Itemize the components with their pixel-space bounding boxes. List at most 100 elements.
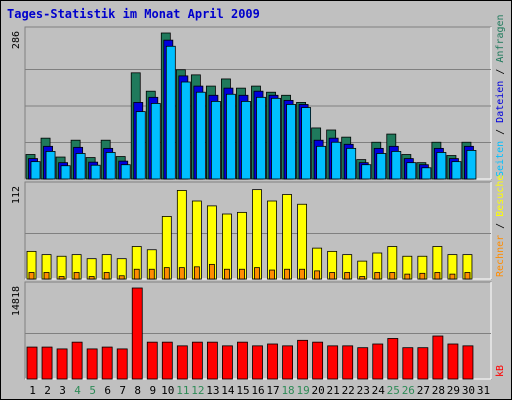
bar-seiten-day-7 (120, 164, 131, 180)
x-tick-label-12: 12 (191, 384, 204, 397)
bar-besuche-day-19 (297, 203, 308, 280)
bar-rechner-day-6 (103, 272, 110, 280)
bar-rechner-day-13 (208, 263, 215, 280)
bar-seiten-day-4 (75, 153, 86, 180)
bar-seiten-day-12 (195, 91, 206, 180)
bar-rechner-day-25 (389, 272, 396, 280)
x-tick-label-4: 4 (74, 384, 81, 397)
bar-kb-day-24 (372, 343, 384, 380)
bar-kb-day-2 (41, 346, 53, 380)
bar-seiten-day-28 (436, 152, 447, 180)
bar-kb-day-20 (312, 341, 324, 380)
bar-rechner-day-23 (359, 276, 366, 280)
bar-seiten-day-9 (150, 103, 161, 180)
bar-kb-day-5 (86, 348, 98, 380)
bar-rechner-day-30 (464, 272, 471, 280)
bar-seiten-day-10 (165, 45, 176, 180)
bar-besuche-day-3 (56, 255, 67, 280)
bar-seiten-day-16 (256, 96, 266, 180)
bar-seiten-day-27 (421, 167, 432, 180)
bar-rechner-day-4 (73, 272, 80, 280)
bar-kb-day-21 (327, 345, 339, 380)
bar-kb-day-27 (417, 347, 429, 380)
bar-kb-day-22 (342, 345, 354, 380)
bar-besuche-day-5 (86, 258, 97, 280)
bar-seiten-day-20 (316, 145, 327, 180)
right-label-part: kB (495, 365, 506, 377)
bar-seiten-day-22 (346, 147, 357, 180)
bar-besuche-day-18 (282, 194, 292, 280)
bar-kb-day-11 (176, 345, 188, 380)
bar-kb-day-29 (447, 343, 459, 380)
bar-kb-day-10 (161, 341, 173, 380)
bar-rechner-day-1 (28, 272, 35, 280)
bar-seiten-day-14 (226, 93, 236, 180)
bar-kb-day-19 (297, 339, 309, 380)
bar-rechner-day-11 (178, 267, 185, 280)
bar-rechner-day-16 (254, 267, 260, 280)
x-tick-label-17: 17 (266, 384, 279, 397)
bar-seiten-day-11 (180, 81, 191, 180)
bar-seiten-day-23 (361, 164, 372, 180)
bar-rechner-day-20 (314, 270, 321, 280)
bar-seiten-day-17 (271, 97, 281, 180)
bar-seiten-day-25 (391, 151, 402, 180)
x-tick-label-11: 11 (176, 384, 189, 397)
right-label-top: Seiten / Dateien / Anfragen (495, 14, 506, 177)
bar-rechner-day-10 (163, 267, 170, 280)
bar-rechner-day-17 (269, 269, 275, 280)
right-label-bottom: kB (495, 365, 506, 377)
right-label-part: / (495, 123, 506, 141)
bar-besuche-day-17 (267, 200, 277, 280)
right-label-part: / (495, 63, 506, 81)
bar-rechner-day-2 (43, 272, 50, 280)
bar-kb-day-15 (237, 341, 248, 380)
bar-kb-day-26 (402, 347, 414, 380)
right-label-part: Seiten (495, 141, 506, 177)
bar-kb-day-18 (282, 345, 293, 380)
right-label-part: Anfragen (495, 14, 506, 62)
bar-seiten-day-3 (60, 165, 71, 180)
x-tick-label-7: 7 (119, 384, 126, 397)
bar-kb-day-23 (357, 347, 369, 380)
bar-rechner-day-7 (118, 275, 125, 280)
x-tick-label-6: 6 (104, 384, 111, 397)
ymax-label-bottom: 14818 (11, 286, 22, 316)
x-tick-label-28: 28 (432, 384, 445, 397)
x-tick-label-23: 23 (357, 384, 370, 397)
x-tick-label-30: 30 (462, 384, 475, 397)
x-tick-label-18: 18 (281, 384, 294, 397)
bar-seiten-day-8 (135, 111, 146, 180)
bar-rechner-day-29 (449, 273, 456, 280)
chart-title: Tages-Statistik im Monat April 2009 (7, 7, 260, 21)
x-tick-label-31: 31 (477, 384, 490, 397)
bar-rechner-day-5 (88, 276, 95, 280)
bar-seiten-day-26 (406, 162, 417, 180)
bar-kb-day-9 (146, 341, 158, 380)
bar-kb-day-12 (191, 341, 203, 380)
bar-seiten-day-18 (286, 104, 296, 180)
bar-rechner-day-28 (434, 272, 441, 280)
bar-rechner-day-9 (148, 268, 155, 280)
x-tick-label-3: 3 (59, 384, 66, 397)
right-label-part: Besuche (495, 175, 506, 217)
x-tick-label-24: 24 (372, 384, 386, 397)
x-tick-label-10: 10 (161, 384, 174, 397)
x-tick-label-14: 14 (221, 384, 235, 397)
x-tick-label-26: 26 (402, 384, 415, 397)
bar-rechner-day-22 (344, 272, 351, 280)
bar-besuche-day-16 (252, 189, 262, 280)
bar-rechner-day-14 (224, 268, 230, 280)
x-tick-label-19: 19 (296, 384, 309, 397)
bar-kb-day-13 (206, 341, 218, 380)
x-tick-label-5: 5 (89, 384, 96, 397)
bar-seiten-day-21 (331, 141, 342, 180)
bar-rechner-day-8 (133, 268, 140, 280)
x-tick-label-13: 13 (206, 384, 219, 397)
bar-seiten-day-29 (451, 161, 462, 180)
x-tick-label-22: 22 (342, 384, 355, 397)
bar-kb-day-3 (56, 348, 68, 380)
right-label-middle: Rechner / Besuche (495, 175, 506, 277)
bar-rechner-day-3 (58, 276, 65, 280)
ymax-label-top: 286 (11, 31, 22, 49)
